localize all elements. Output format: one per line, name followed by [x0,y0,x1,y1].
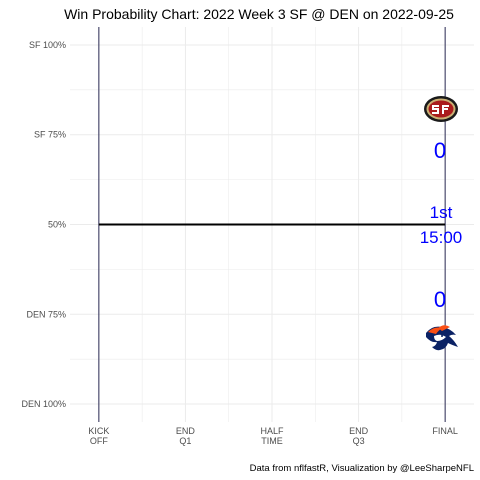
49ers-logo-icon [424,96,458,122]
x-tick-label: HALF TIME [260,426,284,446]
game-clock: 15:00 [420,228,463,247]
x-tick-label: END Q1 [176,426,196,446]
x-axis: KICK OFF END Q1 HALF TIME END Q3 FINAL [88,426,458,446]
y-tick-label: DEN 100% [21,399,66,409]
x-tick-label: KICK OFF [88,426,109,446]
x-tick-label: FINAL [432,426,458,436]
y-tick-label: SF 100% [29,40,66,50]
broncos-logo-icon [426,325,458,351]
y-tick-label: SF 75% [34,130,66,140]
y-tick-label: 50% [48,220,66,230]
chart-caption: Data from nflfastR, Visualization by @Le… [250,463,474,474]
y-axis: SF 100% SF 75% 50% DEN 75% DEN 100% [21,40,66,409]
game-quarter: 1st [430,203,453,222]
x-tick-label: END Q3 [349,426,369,446]
chart-title: Win Probability Chart: 2022 Week 3 SF @ … [64,6,454,22]
y-tick-label: DEN 75% [26,309,66,319]
home-team-score: 0 [434,287,446,312]
away-team-score: 0 [434,138,446,163]
